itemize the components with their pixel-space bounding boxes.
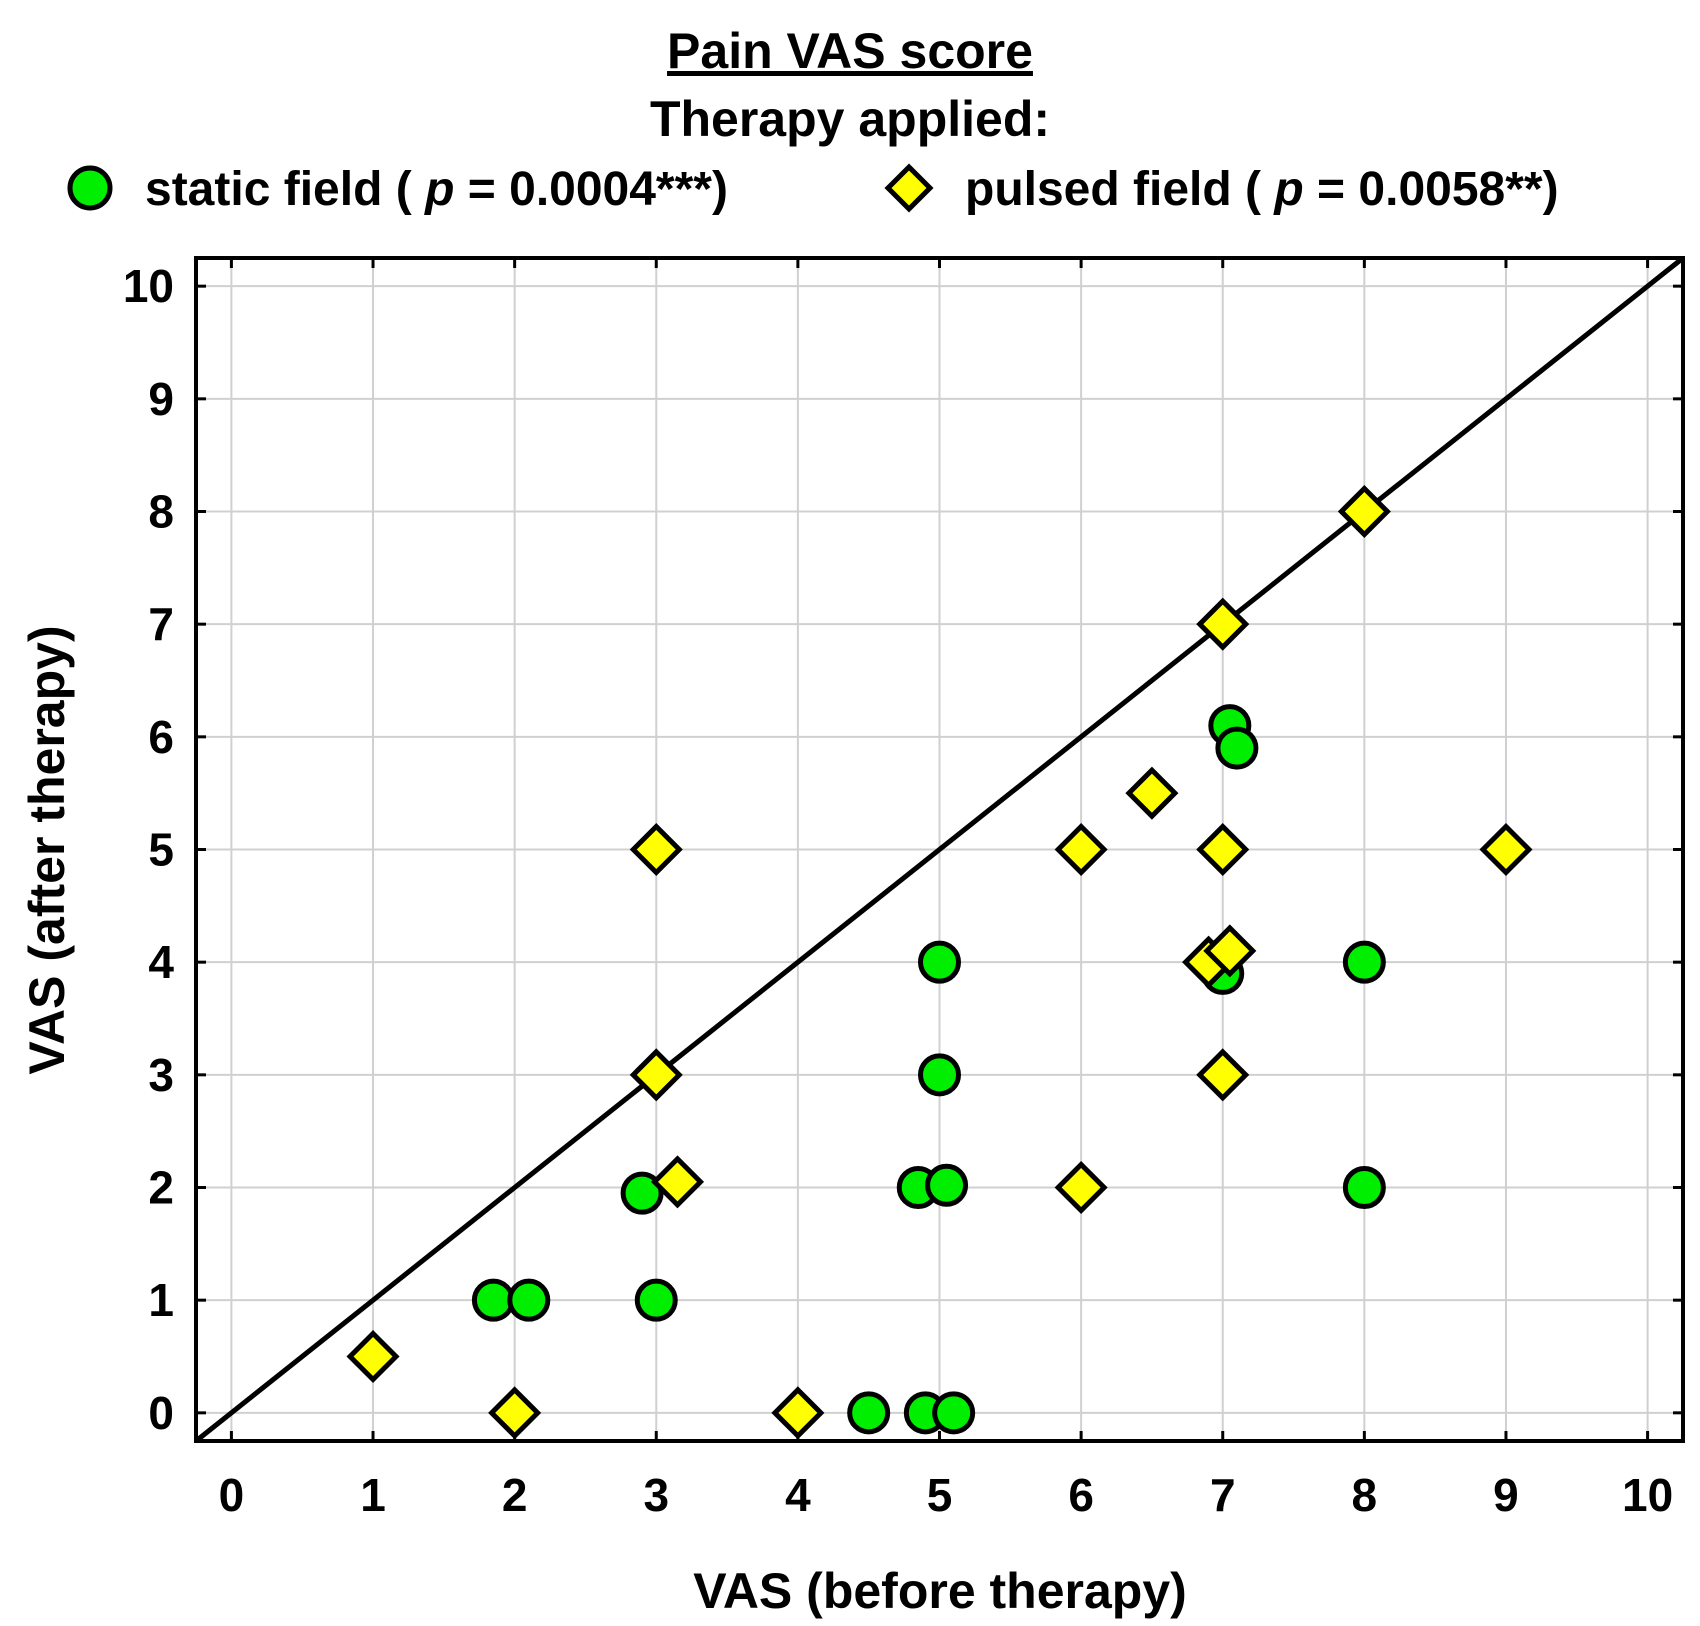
static-field-point xyxy=(634,1278,678,1322)
pulsed-field-point xyxy=(629,822,683,877)
legend-pulsed-name: pulsed field xyxy=(965,163,1232,216)
pulsed-field-point xyxy=(1125,766,1179,820)
x-tick-label: 8 xyxy=(1352,1469,1378,1521)
legend-pulsed-label: pulsed field ( p = 0.0058**) xyxy=(965,163,1559,216)
x-tick-label: 1 xyxy=(360,1469,386,1521)
pulsed-field-point xyxy=(1054,822,1108,877)
data-points xyxy=(346,484,1533,1440)
x-tick-label: 7 xyxy=(1210,1469,1236,1521)
pulsed-field-point xyxy=(1196,597,1250,651)
legend-pulsed-p-value: = 0.0058**) xyxy=(1317,163,1559,216)
static-field-point xyxy=(471,1278,515,1322)
x-tick-label: 0 xyxy=(219,1469,245,1521)
static-field-point xyxy=(918,940,961,984)
pulsed-field-point xyxy=(1196,1048,1250,1102)
chart-subtitle: Therapy applied: xyxy=(650,91,1050,147)
static-field-point xyxy=(620,1171,664,1215)
static-field-point xyxy=(918,1053,961,1097)
plot-frame xyxy=(194,256,1685,1443)
y-tick-label: 2 xyxy=(148,1162,174,1214)
legend-static-p-value: = 0.0004***) xyxy=(468,163,728,216)
legend-static-name: static field xyxy=(145,163,382,216)
legend-pulsed-marker xyxy=(884,163,934,213)
y-tick-label: 8 xyxy=(148,486,174,538)
static-field-point xyxy=(507,1278,551,1322)
static-field-point xyxy=(932,1391,976,1435)
legend-pulsed-p-prefix: ( xyxy=(1245,163,1261,216)
x-tick-label: 5 xyxy=(927,1469,953,1521)
y-tick-label: 6 xyxy=(148,711,174,763)
y-tick-label: 1 xyxy=(148,1274,174,1326)
legend-static-marker xyxy=(67,165,113,211)
pulsed-field-point xyxy=(1479,822,1533,877)
x-tick-label: 2 xyxy=(502,1469,528,1521)
identity-line xyxy=(194,256,1685,1443)
pulsed-field-point xyxy=(1203,924,1257,978)
y-tick-label: 3 xyxy=(148,1049,174,1101)
ticks: 0 1 2 3 4 5 6 7 8 9 10 0 1 2 3 4 5 6 7 8 9 10 xyxy=(123,258,1683,1521)
y-tick-label: 7 xyxy=(148,598,174,650)
static-field-point xyxy=(1215,726,1259,770)
legend-static-p-prefix: ( xyxy=(396,163,412,216)
y-tick-label: 10 xyxy=(123,260,174,312)
x-axis-label: VAS (before therapy) xyxy=(693,1563,1187,1619)
static-field-point xyxy=(1342,1166,1386,1209)
x-tick-label: 9 xyxy=(1493,1469,1519,1521)
y-tick-label: 4 xyxy=(148,936,174,988)
y-tick-label: 0 xyxy=(148,1387,174,1439)
chart-title: Pain VAS score xyxy=(667,23,1033,79)
legend-static-label: static field ( p = 0.0004***) xyxy=(145,163,728,216)
y-tick-label: 5 xyxy=(148,824,174,876)
pulsed-field-point xyxy=(771,1386,825,1440)
pulsed-field-point xyxy=(346,1329,400,1384)
pulsed-field-point xyxy=(1337,484,1391,539)
legend: static field ( p = 0.0004***) pulsed fie… xyxy=(67,163,1559,216)
legend-pulsed-p-symbol: p xyxy=(1272,163,1303,216)
pulsed-field-point xyxy=(629,1048,683,1102)
static-field-point xyxy=(925,1163,969,1207)
y-axis-label: VAS (after therapy) xyxy=(19,625,75,1074)
x-tick-label: 4 xyxy=(785,1469,811,1521)
pulsed-field-point xyxy=(488,1386,542,1440)
pulsed-field-point xyxy=(1054,1160,1108,1215)
y-tick-label: 9 xyxy=(148,373,174,425)
legend-static-p-symbol: p xyxy=(423,163,454,216)
pulsed-field-point xyxy=(1196,822,1250,877)
static-field-point xyxy=(1342,940,1386,984)
reference-line-group xyxy=(194,256,1685,1443)
x-tick-label: 6 xyxy=(1068,1469,1094,1521)
x-tick-label: 10 xyxy=(1622,1469,1673,1521)
x-tick-label: 3 xyxy=(643,1469,669,1521)
static-field-point xyxy=(847,1391,891,1435)
pulsed-field-point xyxy=(650,1155,705,1209)
